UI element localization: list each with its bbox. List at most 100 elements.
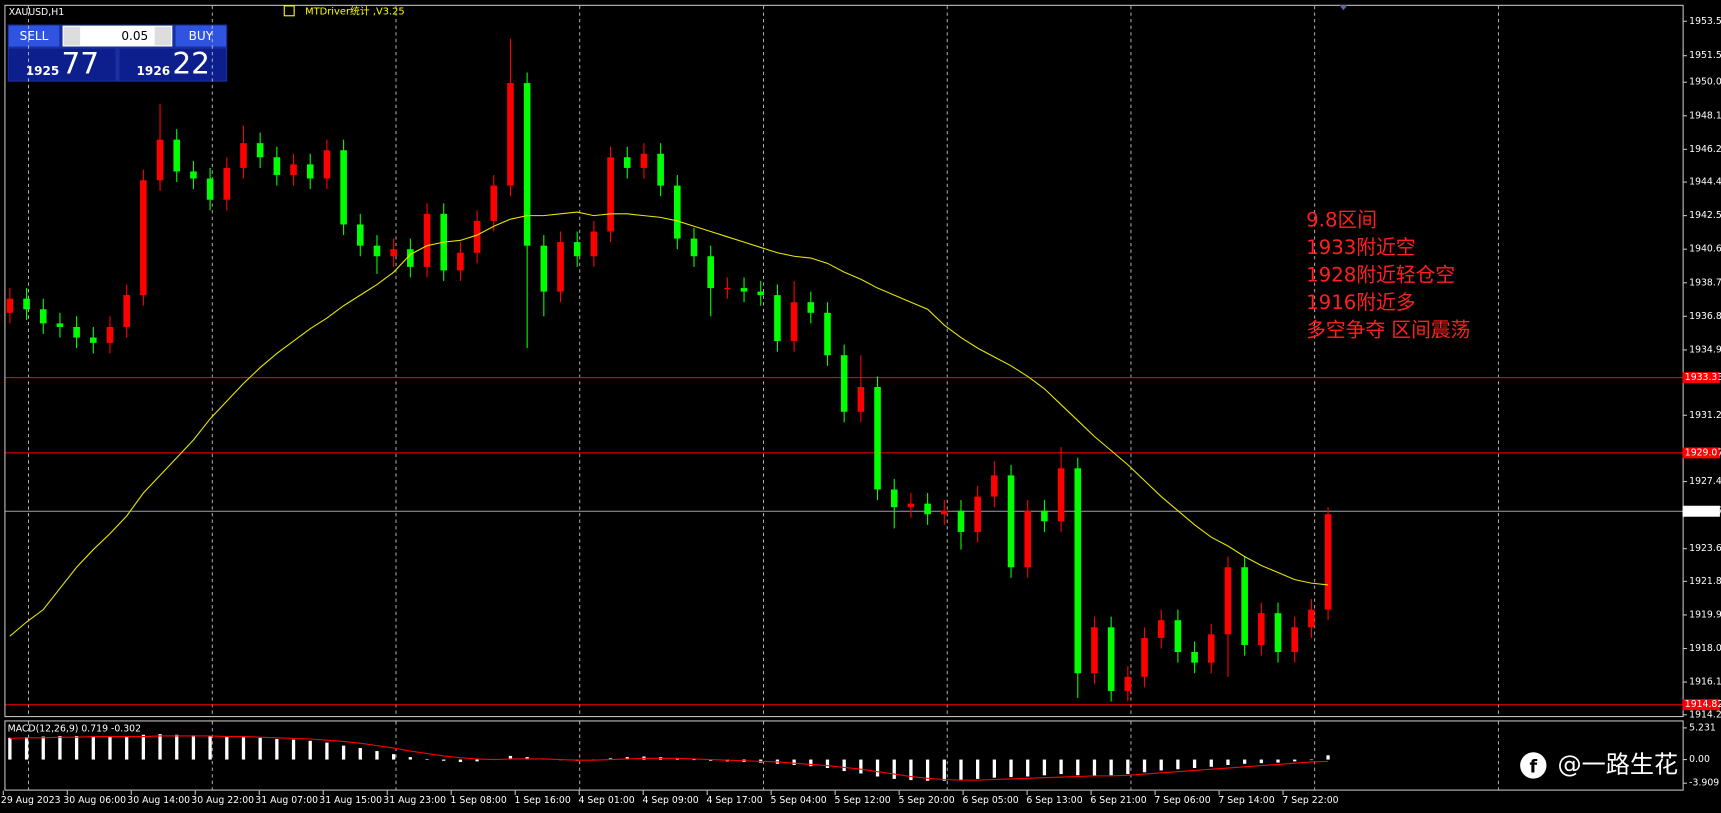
ma-line <box>9 211 1329 637</box>
y-tick-label: 1936.80 <box>1689 311 1721 322</box>
sell-button[interactable] <box>8 25 60 47</box>
candle-body <box>323 150 331 179</box>
macd-bar <box>1309 759 1314 761</box>
candle-body <box>1308 609 1315 628</box>
candle-body <box>640 153 648 168</box>
candle-body <box>657 153 664 186</box>
indicator-icon <box>283 5 295 17</box>
buy-price-big: 1926 <box>137 64 171 78</box>
y-tick-label: 1921.80 <box>1689 576 1721 587</box>
macd-bar <box>1109 759 1113 776</box>
x-tick-label: 31 Aug 07:00 <box>255 795 318 806</box>
macd-bar <box>1092 759 1097 776</box>
lot-up[interactable] <box>154 26 172 46</box>
y-tick-label: 1944.40 <box>1689 177 1721 188</box>
buy-button[interactable] <box>175 25 227 47</box>
y-tick-label: 1927.45 <box>1689 476 1721 487</box>
candle-body <box>590 231 598 257</box>
candle-body <box>757 291 765 296</box>
candle-body <box>356 224 364 246</box>
last-price-label: 1925.77 <box>1685 506 1721 517</box>
macd-bar <box>141 734 146 760</box>
level-label: 1929.07 <box>1685 447 1721 458</box>
macd-bar <box>992 759 996 778</box>
candle-body <box>924 503 931 515</box>
macd-bar <box>1176 759 1180 770</box>
annotation: 1916附近多 <box>1306 291 1416 314</box>
watermark-text: @一路生花 <box>1557 750 1678 778</box>
macd-bar <box>1059 759 1063 775</box>
x-tick-label: 6 Sep 05:00 <box>962 795 1018 806</box>
candle-body <box>1191 652 1198 663</box>
signal-line <box>9 735 1329 781</box>
macd-bar <box>942 759 946 781</box>
candle-body <box>73 326 80 338</box>
main-frame <box>4 4 1684 718</box>
macd-bar <box>792 759 796 765</box>
macd-bar <box>1293 759 1297 762</box>
candle-body <box>1258 613 1265 645</box>
macd-bar <box>1209 759 1213 767</box>
lot-down[interactable] <box>63 26 81 46</box>
level-label: 1914.82 <box>1685 699 1721 710</box>
macd-bar <box>859 759 863 774</box>
candle-body <box>1141 637 1148 677</box>
candle-body <box>1324 514 1332 610</box>
sell-label: SELL <box>20 29 49 43</box>
macd-bar <box>976 759 980 779</box>
macd-bar <box>875 759 880 777</box>
candle-body <box>940 510 948 515</box>
x-tick-label: 31 Aug 23:00 <box>383 795 446 806</box>
macd-bar <box>158 734 162 760</box>
candle-body <box>340 150 347 225</box>
macd-bar <box>258 737 262 760</box>
y-tick-label: 1946.25 <box>1689 144 1721 155</box>
candle-body <box>6 298 14 313</box>
candle-body <box>1207 634 1215 663</box>
x-tick-label: 4 Sep 01:00 <box>579 795 635 806</box>
y-tick-label: 1934.90 <box>1689 344 1721 355</box>
fb-glyph: f <box>1529 758 1537 778</box>
y-tick-label: -3.909 <box>1689 778 1719 789</box>
candle-body <box>857 387 865 412</box>
candle-body <box>724 288 731 290</box>
candle-body <box>1174 620 1182 653</box>
macd-bar <box>1159 759 1163 771</box>
candle-body <box>874 387 881 490</box>
buy-price-box[interactable] <box>119 48 227 81</box>
macd-bar <box>41 736 45 760</box>
buy-label: BUY <box>189 29 214 43</box>
macd-bar <box>675 758 679 760</box>
x-tick-label: 4 Sep 09:00 <box>643 795 699 806</box>
y-tick-label: 1948.15 <box>1689 110 1721 121</box>
y-tick-label: 1950.05 <box>1689 77 1721 88</box>
candle-body <box>173 139 181 172</box>
y-tick-label: 0.00 <box>1689 754 1710 765</box>
y-tick-label: 1931.20 <box>1689 410 1721 421</box>
macd-bar <box>1142 759 1147 773</box>
candle-body <box>140 180 147 296</box>
candle-body <box>991 475 998 497</box>
candle-body <box>206 178 214 200</box>
lot-input[interactable] <box>62 25 173 47</box>
candle-body <box>223 167 231 200</box>
y-tick-label: 1923.65 <box>1689 543 1721 554</box>
macd-bar <box>8 737 12 760</box>
level-tag <box>1682 447 1720 459</box>
candle-body <box>740 288 748 292</box>
candle-body <box>156 139 164 181</box>
macd-bar <box>1276 759 1280 763</box>
macd-bar <box>909 759 913 781</box>
macd-bar <box>425 758 429 760</box>
x-tick-label: 7 Sep 14:00 <box>1218 795 1274 806</box>
candle-body <box>507 83 514 186</box>
macd-bar <box>241 737 246 760</box>
macd-bar <box>1326 755 1330 760</box>
sell-price-box[interactable] <box>8 48 116 81</box>
candle-body <box>890 489 898 508</box>
macd-bar <box>1009 759 1013 778</box>
macd-bar <box>225 736 229 760</box>
y-tick-label: 1919.90 <box>1689 609 1721 620</box>
macd-bar <box>1126 759 1130 775</box>
candle-body <box>407 249 414 267</box>
